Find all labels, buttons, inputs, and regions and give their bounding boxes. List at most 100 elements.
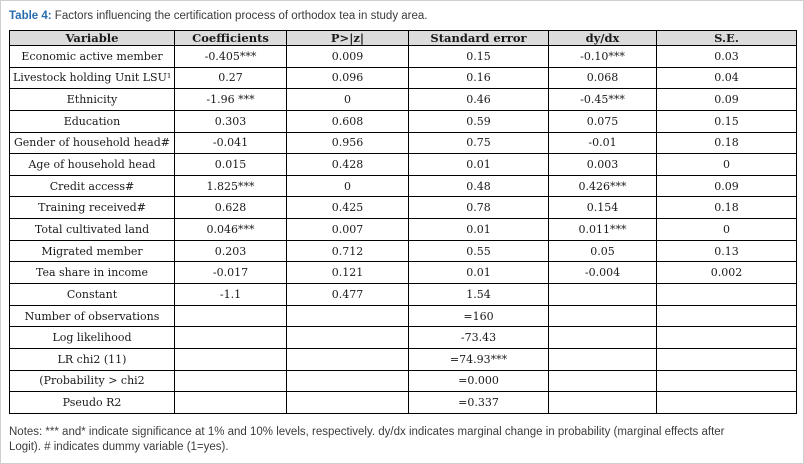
table-cell: =74.93*** (408, 347, 549, 371)
table-cell (174, 326, 287, 349)
table-row: LR chi2 (11) =74.93*** (9, 347, 797, 371)
table-cell: 0 (656, 218, 797, 241)
table-cell: 0.121 (286, 261, 409, 285)
table-cell: 0.003 (548, 153, 657, 176)
table-cell: -0.10*** (548, 45, 657, 68)
table-cell: 0.03 (656, 45, 797, 68)
table-cell: 0.46 (408, 88, 549, 111)
table-cell: (Probability > chi2 (9, 369, 175, 393)
table-cell: 0.09 (656, 174, 797, 198)
table-cell: -73.43 (408, 326, 549, 349)
table-cell: -1.96 *** (174, 88, 287, 111)
table-cell: -0.041 (174, 131, 287, 155)
table-cell: -0.004 (548, 261, 657, 285)
table-row: Number of observations =160 (9, 304, 797, 328)
table-cell: 0.15 (408, 45, 549, 68)
table-cell (174, 304, 287, 328)
table-cell: Livestock holding Unit LSU¹ (9, 66, 175, 90)
table-cell (656, 283, 797, 306)
table-cell (656, 347, 797, 371)
column-header: P>|z| (286, 30, 409, 46)
table-row: Credit access# 1.825*** 0 0.48 0.426*** 0.09 (9, 174, 797, 198)
notes-line-1: Notes: *** and* indicate significance at… (9, 426, 725, 438)
table-row: Training received# 0.628 0.425 0.78 0.154 0.1… (9, 196, 797, 220)
table-cell: Total cultivated land (9, 218, 175, 241)
table-cell: 0.01 (408, 218, 549, 241)
table-cell: Migrated member (9, 239, 175, 263)
table-cell: 0.068 (548, 66, 657, 90)
table-row: Pseudo R2 =0.337 (9, 391, 797, 414)
table-cell: 0.59 (408, 109, 549, 133)
header-row: Variable Coefficients P>|z| Standard error d… (9, 30, 797, 46)
table-cell: -0.45*** (548, 88, 657, 111)
table-cell: Ethnicity (9, 88, 175, 111)
table-cell (286, 347, 409, 371)
table-cell: 0.096 (286, 66, 409, 90)
table-cell: Pseudo R2 (9, 391, 175, 414)
table-cell: =0.000 (408, 369, 549, 393)
notes-line-2: Logit). # indicates dummy variable (1=ye… (9, 441, 229, 453)
table-cell (286, 369, 409, 393)
table-cell (548, 283, 657, 306)
table-notes: Notes: *** and* indicate significance at… (9, 425, 795, 455)
table-row: (Probability > chi2 =0.000 (9, 369, 797, 393)
table-cell: Gender of household head# (9, 131, 175, 155)
table-cell: 0 (656, 153, 797, 176)
table-row: Total cultivated land 0.046*** 0.007 0.01 0.… (9, 218, 797, 241)
table-cell (286, 391, 409, 414)
table-cell: 0.18 (656, 131, 797, 155)
table-cell: 0.628 (174, 196, 287, 220)
table-cell: 0.09 (656, 88, 797, 111)
table-row: Constant -1.1 0.477 1.54 (9, 283, 797, 306)
table-cell (548, 326, 657, 349)
table-cell: Tea share in income (9, 261, 175, 285)
table-cell: Number of observations (9, 304, 175, 328)
table-cell: Log likelihood (9, 326, 175, 349)
table-cell: 0.01 (408, 261, 549, 285)
table-cell (286, 326, 409, 349)
table-cell: 0.007 (286, 218, 409, 241)
table-cell (286, 304, 409, 328)
column-header: Variable (9, 30, 175, 46)
table-cell: 0.04 (656, 66, 797, 90)
table-cell: 0.009 (286, 45, 409, 68)
table-caption-label: Table 4: (9, 10, 52, 22)
table-cell: -1.1 (174, 283, 287, 306)
table-cell: Constant (9, 283, 175, 306)
column-header: S.E. (656, 30, 797, 46)
table-row: Gender of household head# -0.041 0.956 0.75… (9, 131, 797, 155)
column-header: Coefficients (174, 30, 287, 46)
table-cell (656, 391, 797, 414)
table-row: Ethnicity -1.96 *** 0 0.46 -0.45*** 0.09 (9, 88, 797, 111)
table-caption: Table 4: Factors influencing the certifi… (9, 9, 795, 23)
table-cell: 0.78 (408, 196, 549, 220)
table-cell: 0 (286, 174, 409, 198)
table-cell: 0.477 (286, 283, 409, 306)
table-cell: =0.337 (408, 391, 549, 414)
table-cell: 0.01 (408, 153, 549, 176)
table-cell: Training received# (9, 196, 175, 220)
table-row: Tea share in income -0.017 0.121 0.01 -0.004… (9, 261, 797, 285)
table-cell: 0.154 (548, 196, 657, 220)
table-cell: 0.075 (548, 109, 657, 133)
column-header: Standard error (408, 30, 549, 46)
table-cell: LR chi2 (11) (9, 347, 175, 371)
table-cell: 1.54 (408, 283, 549, 306)
table-cell: -0.017 (174, 261, 287, 285)
table-row: Age of household head 0.015 0.428 0.01 0.003… (9, 153, 797, 176)
table-cell: 0.18 (656, 196, 797, 220)
table-cell: 0.75 (408, 131, 549, 155)
table-caption-text: Factors influencing the certification pr… (51, 10, 428, 22)
table-cell: 0.48 (408, 174, 549, 198)
table-row: Log likelihood -73.43 (9, 326, 797, 349)
table-cell: 0.303 (174, 109, 287, 133)
table-cell: 0.425 (286, 196, 409, 220)
table-row: Migrated member 0.203 0.712 0.55 0.05 0.13 (9, 239, 797, 263)
table-cell: Economic active member (9, 45, 175, 68)
table-cell (548, 347, 657, 371)
table-row: Economic active member -0.405*** 0.009 0.15… (9, 45, 797, 68)
table-cell (174, 391, 287, 414)
table-cell: 0.608 (286, 109, 409, 133)
table-cell: 0.13 (656, 239, 797, 263)
